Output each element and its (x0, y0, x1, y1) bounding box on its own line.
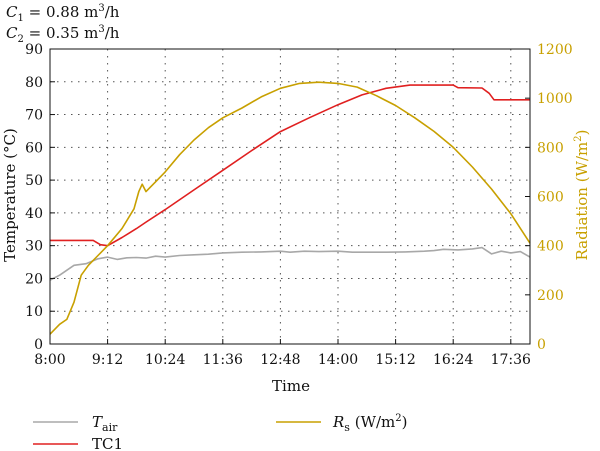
x-tick-label: 17:36 (491, 352, 531, 368)
y-tick-label: 30 (25, 239, 43, 255)
left-axis-ticks: 0 10 20 30 40 50 60 70 80 90 (25, 42, 55, 353)
y-tick-label: 80 (25, 75, 43, 91)
x-tick-label: 11:36 (203, 352, 243, 368)
grid (50, 49, 530, 344)
x-tick-label: 8:00 (34, 352, 65, 368)
x-tick-label: 9:12 (92, 352, 123, 368)
y-tick-label: 90 (25, 42, 43, 58)
y2-tick-label: 1200 (537, 42, 573, 58)
y-axis-title: Temperature (°C) (1, 128, 19, 262)
plot-frame (49, 48, 531, 345)
y-tick-label: 50 (25, 173, 43, 189)
condition-c2: C2 = 0.35 m3/h (6, 24, 120, 45)
legend-label-rs: Rs (W/m2) (332, 413, 408, 434)
legend-label-tair: Tair (92, 413, 118, 434)
y2-tick-label: 0 (537, 337, 546, 353)
x-tick-label: 15:12 (375, 352, 415, 368)
condition-c1: C1 = 0.88 m3/h (6, 3, 120, 24)
right-axis-ticks: 0 200 400 600 800 1000 1200 (525, 42, 573, 353)
y2-tick-label: 600 (537, 190, 564, 206)
y-tick-label: 20 (25, 271, 43, 287)
x-tick-label: 10:24 (145, 352, 185, 368)
y2-tick-label: 1000 (537, 91, 573, 107)
y-tick-label: 70 (25, 108, 43, 124)
series-line-rs (49, 81, 531, 335)
y2-tick-label: 400 (537, 239, 564, 255)
x-axis-title: Time (272, 377, 310, 395)
legend-label-tc1: TC1 (92, 435, 123, 451)
y-tick-label: 40 (25, 206, 43, 222)
series-lines (49, 81, 531, 335)
y2-tick-label: 800 (537, 140, 564, 156)
y2-axis-title: Radiation (W/m2) (573, 130, 591, 261)
series-line-t-air (49, 246, 531, 281)
x-axis-ticks: 8:00 9:12 10:24 11:36 12:48 14:00 15:12 16:24 17… (34, 339, 531, 368)
x-tick-label: 16:24 (433, 352, 473, 368)
y2-tick-label: 200 (537, 288, 564, 304)
x-tick-label: 14:00 (318, 352, 358, 368)
y-tick-label: 60 (25, 140, 43, 156)
legend: Tair TC1 Rs (W/m2) (33, 413, 408, 451)
y-tick-label: 0 (34, 337, 43, 353)
x-tick-label: 12:48 (260, 352, 300, 368)
y-tick-label: 10 (25, 304, 43, 320)
series-line-tc1 (50, 84, 530, 247)
